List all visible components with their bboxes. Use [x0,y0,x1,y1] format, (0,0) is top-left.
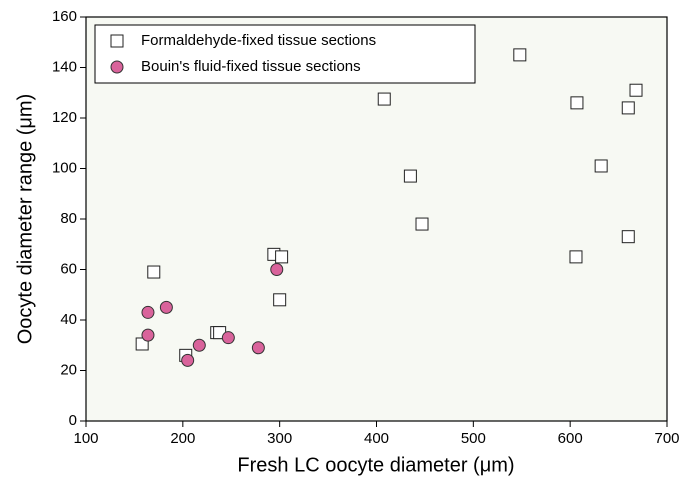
data-point [141,328,155,342]
y-tick-label: 120 [52,109,77,126]
y-tick-label: 20 [60,361,77,378]
y-tick-label: 0 [69,412,77,429]
data-point [621,101,635,115]
data-point [629,83,643,97]
x-axis-label: Fresh LC oocyte diameter (μm) [237,454,514,476]
legend-text: Formaldehyde-fixed tissue sections [141,32,376,49]
data-point [403,169,417,183]
data-point [251,341,265,355]
y-tick-label: 100 [52,159,77,176]
x-tick-label: 700 [654,430,679,447]
data-point [221,331,235,345]
y-tick-label: 60 [60,260,77,277]
data-point [159,300,173,314]
x-tick-label: 200 [170,430,195,447]
data-point [192,338,206,352]
legend-marker [110,60,124,74]
x-tick-label: 400 [364,430,389,447]
data-point [570,96,584,110]
legend [94,24,476,84]
data-point [273,293,287,307]
data-point [569,250,583,264]
data-point [621,230,635,244]
data-point [275,250,289,264]
data-point [147,265,161,279]
data-point [415,217,429,231]
data-point [594,159,608,173]
y-tick-label: 140 [52,58,77,75]
y-tick-label: 80 [60,210,77,227]
data-point [513,48,527,62]
data-point [181,353,195,367]
x-tick-label: 100 [73,430,98,447]
x-tick-label: 600 [558,430,583,447]
data-point [141,305,155,319]
x-tick-label: 300 [267,430,292,447]
y-tick-label: 40 [60,311,77,328]
x-tick-label: 500 [461,430,486,447]
data-point [270,263,284,276]
y-tick-label: 160 [52,8,77,25]
legend-text: Bouin's fluid-fixed tissue sections [141,58,361,75]
y-axis-label: Oocyte diameter range (μm) [14,94,36,345]
legend-marker [110,34,124,48]
data-point [377,92,391,106]
